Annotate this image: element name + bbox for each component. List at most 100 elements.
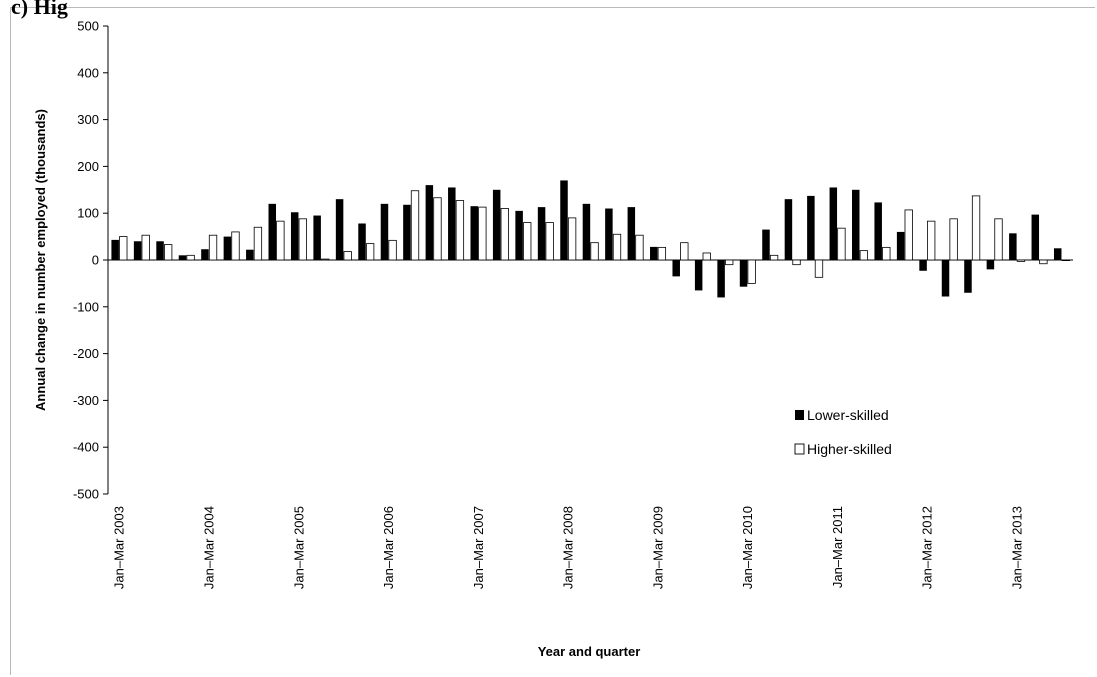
bar-lower-skilled bbox=[268, 203, 277, 260]
x-tick-label: Jan–Mar 2003 bbox=[112, 506, 127, 589]
bar-lower-skilled bbox=[762, 229, 770, 260]
bar-higher-skilled bbox=[1039, 259, 1048, 265]
bar-higher-skilled bbox=[882, 246, 891, 261]
bar-higher-skilled bbox=[343, 251, 352, 261]
bar-higher-skilled bbox=[971, 195, 981, 261]
bar-higher-skilled bbox=[455, 200, 465, 261]
bar-higher-skilled bbox=[298, 218, 307, 261]
bar-higher-skilled bbox=[904, 209, 913, 261]
bar-higher-skilled bbox=[231, 231, 240, 261]
bar-higher-skilled bbox=[433, 197, 442, 261]
bar-higher-skilled bbox=[164, 244, 173, 261]
bar-lower-skilled bbox=[829, 187, 838, 260]
legend-swatch-lower-skilled bbox=[795, 410, 804, 420]
y-tick-label: 400 bbox=[77, 65, 99, 80]
bar-lower-skilled bbox=[111, 239, 119, 260]
bar-higher-skilled bbox=[927, 220, 936, 261]
legend: Lower-skilled Higher-skilled bbox=[794, 407, 892, 457]
bar-higher-skilled bbox=[949, 218, 958, 261]
bar-lower-skilled bbox=[425, 185, 434, 260]
bar-higher-skilled bbox=[208, 234, 218, 261]
bar-lower-skilled bbox=[358, 223, 366, 260]
bar-lower-skilled bbox=[201, 249, 209, 260]
x-tick-label: Jan–Mar 2005 bbox=[291, 506, 306, 589]
bar-higher-skilled bbox=[478, 206, 487, 261]
bar-lower-skilled bbox=[986, 260, 995, 270]
x-axis-title: Year and quarter bbox=[538, 644, 641, 659]
y-tick-label: -400 bbox=[73, 440, 99, 455]
bar-lower-skilled bbox=[1009, 233, 1017, 260]
bar-lower-skilled bbox=[537, 207, 546, 260]
y-tick-label: -500 bbox=[73, 487, 99, 502]
bar-lower-skilled bbox=[380, 203, 389, 260]
bar-lower-skilled bbox=[605, 208, 613, 260]
chart-frame: c) Hig 500 400 300 200 100 0 -100 -200 -300 -400 -… bbox=[10, 0, 1095, 675]
x-tick-label: Jan–Mar 2008 bbox=[561, 506, 576, 589]
bar-higher-skilled bbox=[567, 217, 577, 261]
x-tick-label: Jan–Mar 2012 bbox=[920, 506, 935, 589]
bar-higher-skilled bbox=[253, 226, 263, 261]
bar-lower-skilled bbox=[874, 202, 882, 260]
y-axis-title: Annual change in number employed (thousa… bbox=[33, 109, 48, 411]
bar-lower-skilled bbox=[694, 260, 703, 291]
bar-lower-skilled bbox=[717, 260, 725, 298]
bar-lower-skilled bbox=[650, 246, 658, 260]
bar-higher-skilled bbox=[545, 222, 554, 261]
bar-higher-skilled bbox=[657, 246, 667, 261]
bar-higher-skilled bbox=[612, 233, 622, 261]
x-tick-label: Jan–Mar 2009 bbox=[650, 506, 665, 589]
bar-higher-skilled bbox=[680, 242, 689, 261]
bar-lower-skilled bbox=[582, 203, 591, 260]
y-tick-label: -300 bbox=[73, 393, 99, 408]
bar-lower-skilled bbox=[133, 241, 142, 260]
bar-higher-skilled bbox=[994, 218, 1003, 261]
bar-lower-skilled bbox=[246, 249, 254, 260]
bar-lower-skilled bbox=[470, 206, 478, 260]
bar-higher-skilled bbox=[635, 234, 644, 261]
bar-lower-skilled bbox=[919, 260, 927, 271]
bar-lower-skilled bbox=[290, 212, 299, 260]
bar-lower-skilled bbox=[627, 207, 636, 260]
bar-higher-skilled bbox=[1016, 259, 1026, 262]
x-tick-label: Jan–Mar 2013 bbox=[1009, 506, 1024, 589]
bar-series-group bbox=[111, 180, 1070, 298]
x-tick-label: Jan–Mar 2007 bbox=[471, 506, 486, 589]
bar-lower-skilled bbox=[784, 199, 793, 260]
bar-lower-skilled bbox=[178, 255, 187, 260]
bar-higher-skilled bbox=[500, 208, 509, 261]
bar-higher-skilled bbox=[523, 222, 532, 261]
bar-higher-skilled bbox=[119, 236, 128, 261]
bar-higher-skilled bbox=[141, 234, 150, 261]
clipped-heading: c) Hig bbox=[11, 0, 68, 19]
bar-lower-skilled bbox=[672, 260, 680, 277]
y-tick-label: -200 bbox=[73, 346, 99, 361]
employment-change-chart: 500 400 300 200 100 0 -100 -200 -300 -400 -500 Jan… bbox=[33, 19, 1073, 659]
bar-higher-skilled bbox=[769, 254, 779, 261]
bar-lower-skilled bbox=[492, 189, 501, 260]
bar-lower-skilled bbox=[448, 187, 456, 260]
y-axis: 500 400 300 200 100 0 -100 -200 -300 -400 -500 bbox=[73, 19, 109, 502]
bar-lower-skilled bbox=[964, 260, 972, 293]
bar-lower-skilled bbox=[852, 189, 860, 260]
x-tick-label: Jan–Mar 2004 bbox=[201, 506, 216, 589]
bar-lower-skilled bbox=[807, 195, 815, 260]
bar-lower-skilled bbox=[156, 241, 164, 260]
bar-higher-skilled bbox=[410, 190, 420, 261]
bar-higher-skilled bbox=[388, 239, 397, 261]
bar-lower-skilled bbox=[1031, 214, 1040, 260]
bar-lower-skilled bbox=[403, 204, 411, 260]
bar-higher-skilled bbox=[702, 252, 711, 261]
legend-label-higher-skilled: Higher-skilled bbox=[807, 441, 892, 457]
legend-label-lower-skilled: Lower-skilled bbox=[807, 407, 889, 423]
x-tick-label: Jan–Mar 2011 bbox=[830, 506, 845, 588]
bar-lower-skilled bbox=[1053, 248, 1062, 260]
bar-higher-skilled bbox=[365, 243, 375, 261]
y-tick-label: 0 bbox=[92, 253, 99, 268]
bar-higher-skilled bbox=[837, 227, 846, 261]
bar-higher-skilled bbox=[747, 259, 756, 284]
bar-higher-skilled bbox=[859, 250, 869, 261]
bar-lower-skilled bbox=[896, 231, 905, 260]
x-tick-label: Jan–Mar 2010 bbox=[740, 506, 755, 589]
bar-higher-skilled bbox=[590, 242, 599, 261]
x-tick-labels: Jan–Mar 2003 Jan–Mar 2004 Jan–Mar 2005 Jan–… bbox=[112, 506, 1025, 589]
